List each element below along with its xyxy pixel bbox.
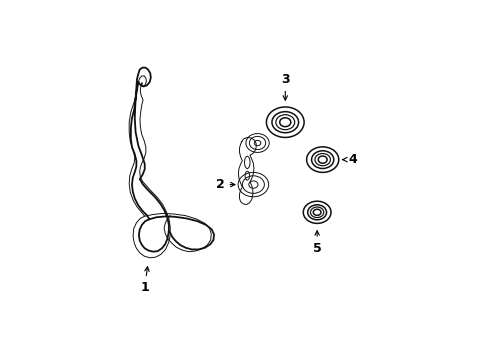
Text: 5: 5 — [312, 231, 321, 255]
Text: 2: 2 — [215, 178, 234, 191]
Text: 4: 4 — [342, 153, 357, 166]
Text: 1: 1 — [140, 267, 149, 294]
Text: 3: 3 — [281, 73, 289, 100]
